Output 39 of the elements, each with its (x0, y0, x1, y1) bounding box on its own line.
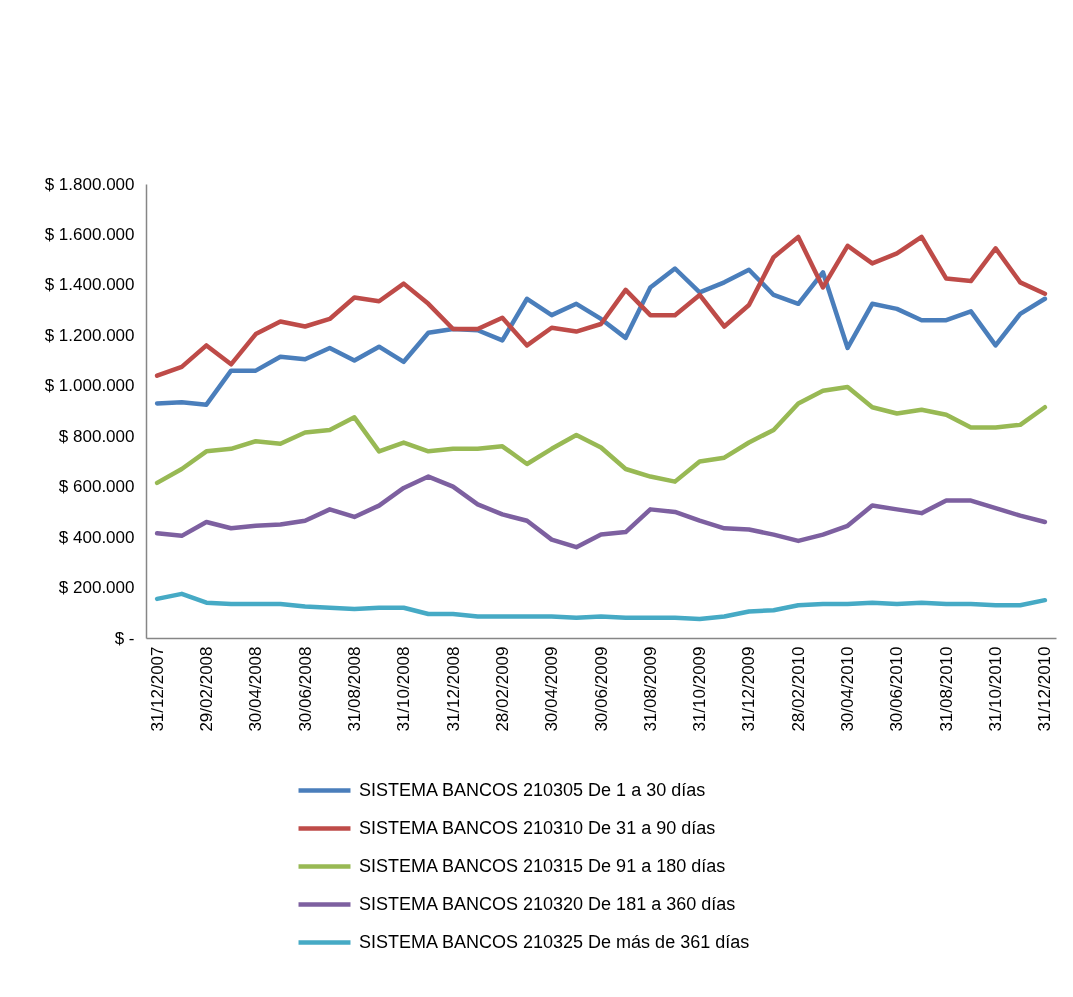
y-tick-label: $ 200.000 (58, 578, 135, 598)
y-tick-label: $ 800.000 (58, 426, 135, 446)
line-series (154, 384, 1048, 486)
x-tick-label: 31/08/2008 (344, 646, 364, 732)
x-tick-label: 31/10/2010 (986, 646, 1006, 732)
x-tick-label: 31/10/2009 (690, 646, 710, 732)
x-tick-label: 31/08/2009 (640, 646, 660, 732)
x-tick-label: 31/08/2010 (936, 646, 956, 732)
x-tick-label: 31/12/2008 (443, 646, 463, 732)
x-tick-label: 30/06/2010 (887, 646, 907, 732)
legend-label: SISTEMA BANCOS 210315 De 91 a 180 días (359, 855, 726, 876)
y-tick-label: $ 400.000 (58, 527, 135, 547)
line-series (154, 234, 1048, 378)
legend-label: SISTEMA BANCOS 210305 De 1 a 30 días (359, 779, 706, 800)
x-tick-label: 29/02/2008 (196, 646, 216, 732)
x-tick-label: 28/02/2010 (788, 646, 808, 732)
x-tick-label: 31/12/2009 (739, 646, 759, 732)
legend-label: SISTEMA BANCOS 210320 De 181 a 360 días (359, 893, 736, 914)
x-tick-label: 30/06/2008 (295, 646, 315, 732)
y-tick-label: $ 600.000 (58, 477, 135, 497)
x-tick-label: 30/04/2009 (542, 646, 562, 732)
x-tick-label: 30/06/2009 (591, 646, 611, 732)
x-tick-label: 30/04/2010 (838, 646, 858, 732)
x-tick-label: 31/12/2010 (1035, 646, 1055, 732)
y-tick-label: $ 1.600.000 (44, 224, 135, 244)
line-series (154, 266, 1048, 407)
line-series (154, 591, 1048, 622)
legend-label: SISTEMA BANCOS 210325 De más de 361 días (359, 931, 750, 952)
y-tick-label: $ - (114, 628, 135, 648)
y-tick-label: $ 1.400.000 (44, 275, 135, 295)
y-tick-label: $ 1.800.000 (44, 174, 135, 194)
x-tick-label: 31/10/2008 (394, 646, 414, 732)
y-tick-label: $ 1.000.000 (44, 376, 135, 396)
x-tick-label: 28/02/2009 (492, 646, 512, 732)
x-tick-label: 30/04/2008 (246, 646, 266, 732)
x-tick-label: 31/12/2007 (147, 646, 167, 732)
legend-label: SISTEMA BANCOS 210310 De 31 a 90 días (359, 817, 716, 838)
line-series (154, 474, 1048, 550)
y-tick-label: $ 1.200.000 (44, 325, 135, 345)
